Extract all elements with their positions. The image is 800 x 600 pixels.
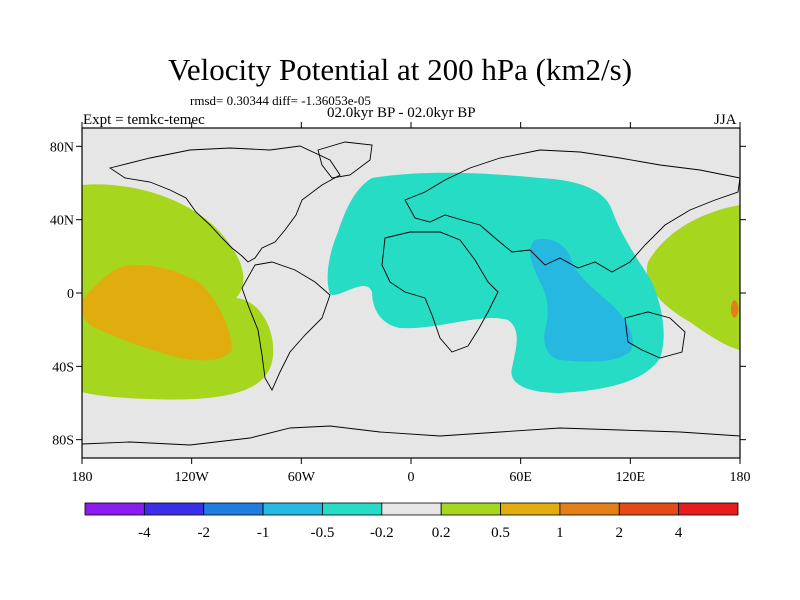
lon-tick-label: 180 [72, 470, 93, 485]
lon-tick-label: 180 [730, 470, 751, 485]
colorbar-swatch [559, 502, 620, 516]
colorbar-label: -0.5 [311, 525, 335, 541]
colorbar-swatch [322, 502, 383, 516]
lon-tick-label: 60W [288, 470, 316, 485]
colorbar-swatch [618, 502, 680, 516]
colorbar-label: 0.5 [491, 525, 510, 541]
moderate-negative-anomaly-indian-ocean [530, 239, 633, 362]
moderate-positive-anomaly-core [82, 264, 232, 361]
lat-tick-label: 40S [52, 360, 74, 375]
colorbar-swatch [381, 502, 442, 516]
colorbar-swatch [203, 502, 264, 516]
antarctica-coast [82, 425, 740, 446]
colorbar-label: 2 [616, 525, 624, 541]
lon-tick-label: 120W [175, 470, 210, 485]
south-america-coast [241, 261, 331, 391]
period-label: 02.0kyr BP - 02.0kyr BP [327, 105, 476, 121]
season-label: JJA [714, 112, 737, 128]
lat-tick-label: 80S [52, 434, 74, 449]
strong-positive-anomaly-spot [731, 300, 739, 318]
positive-anomaly-west-pacific [646, 205, 740, 350]
colorbar-swatch [678, 502, 739, 516]
lat-tick-label: 80N [50, 140, 74, 155]
colorbar-swatch [262, 502, 323, 516]
lon-tick-label: 0 [408, 470, 415, 485]
colorbar-label: -0.2 [370, 525, 394, 541]
colorbar-label: -4 [138, 525, 151, 541]
lon-tick-label: 60E [509, 470, 532, 485]
colorbar-label: -1 [257, 525, 270, 541]
colorbar: -4 -2 -1 -0.5 -0.2 0.2 0.5 1 2 4 [84, 502, 739, 541]
stats-line: rmsd= 0.30344 diff= -1.36053e-05 [190, 93, 371, 108]
colorbar-swatch [84, 502, 145, 516]
axis-ticks: 80N 40N 0 40S 80S 180 120W 60W 0 60E 120E 180 [50, 122, 751, 485]
lat-tick-label: 0 [67, 287, 74, 302]
colorbar-label: 4 [675, 525, 683, 541]
eurasia-coast [404, 149, 740, 273]
experiment-label: Expt = temkc-temec [83, 112, 205, 128]
lon-tick-label: 120E [616, 470, 646, 485]
colorbar-swatch [500, 502, 561, 516]
colorbar-swatch [440, 502, 501, 516]
australia-coast [624, 311, 686, 359]
colorbar-label: 0.2 [432, 525, 451, 541]
map-title: Velocity Potential at 200 hPa (km2/s) [167, 52, 633, 87]
anomaly-field [82, 172, 740, 400]
africa-coast [381, 231, 499, 353]
coastlines [82, 141, 740, 446]
colorbar-label: 1 [556, 525, 564, 541]
lat-tick-label: 40N [50, 214, 74, 229]
greenland-coast [317, 141, 373, 179]
colorbar-swatch [143, 502, 205, 516]
colorbar-label: -2 [197, 525, 210, 541]
north-america-coast [108, 145, 341, 263]
